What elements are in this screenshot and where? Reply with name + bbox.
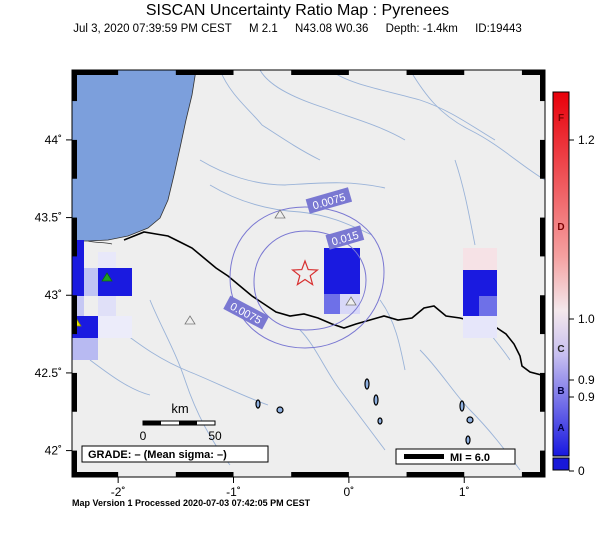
uncertainty-contours [229, 206, 385, 349]
colorbar-value: 1.0 [578, 312, 595, 326]
mi-text: MI = 6.0 [450, 452, 490, 464]
event-magnitude: M 2.1 [248, 23, 278, 35]
frame-bar [540, 295, 545, 335]
frame-bar [72, 450, 77, 477]
map-area: 0.0075 0.015 0.0075 km [72, 70, 545, 477]
grade-letter: C [557, 344, 564, 355]
scale-end: 50 [208, 429, 222, 443]
frame-bar [540, 450, 545, 477]
event-datetime: Jul 3, 2020 07:39:59 PM CEST [73, 23, 232, 35]
lon-tick-label: -2˚ [111, 485, 126, 499]
map-footer: Map Version 1 Processed 2020-07-03 07:42… [72, 498, 311, 508]
event-summary: Jul 3, 2020 07:39:59 PM CEST M 2.1 N43.0… [0, 23, 595, 35]
lat-tick-label: 43˚ [45, 288, 62, 302]
frame-bar [72, 217, 77, 257]
event-location: N43.08 W0.36 [294, 23, 369, 35]
frame-bar [540, 70, 545, 102]
station-triangle [345, 296, 357, 306]
colorbar-zero-swatch [552, 457, 570, 471]
mi-box: MI = 6.0 [395, 448, 516, 465]
event-depth: Depth: -1.4km [385, 23, 458, 35]
colorbar-gradient [552, 91, 570, 457]
stations [72, 209, 357, 327]
lat-tick-label: 43.5˚ [35, 211, 62, 225]
frame-bar [291, 472, 349, 477]
frame-ticks [66, 70, 545, 483]
epicenter-star-icon [290, 259, 320, 286]
coastline [87, 240, 113, 245]
grade-text: GRADE: – (Mean sigma: –) [88, 449, 227, 461]
colorbar: F D C B A 1.2 1.0 0.9 0.9 0 [552, 91, 595, 478]
frame-bar [406, 70, 465, 75]
rivers [89, 70, 545, 471]
frame-bar [72, 295, 77, 335]
axis-labels: -2˚ -1˚ 0˚ 1˚ 44˚ 43.5˚ 43˚ 42.5˚ 42˚ [35, 133, 470, 499]
frame-bar [72, 70, 119, 75]
frame-bar [406, 472, 465, 477]
lon-tick-label: 1˚ [459, 485, 470, 499]
frame-bar [291, 70, 349, 75]
lakes [255, 378, 474, 445]
lon-tick-label: 0˚ [344, 485, 355, 499]
station-triangle [184, 315, 196, 325]
frame-bar [72, 372, 77, 412]
scale-unit: km [171, 401, 188, 416]
ratio-cells [72, 240, 497, 360]
frame-bar [175, 472, 234, 477]
scale-start: 0 [140, 429, 147, 443]
colorbar-value: 0 [578, 464, 585, 478]
grade-box: GRADE: – (Mean sigma: –) [81, 445, 269, 463]
lat-tick-label: 44˚ [45, 133, 62, 147]
lat-tick-label: 42˚ [45, 444, 62, 458]
frame-bar [521, 472, 545, 477]
event-id: ID:19443 [475, 23, 522, 35]
grade-letter: F [558, 113, 564, 124]
frame-bar [521, 70, 545, 75]
frame-bar [540, 217, 545, 257]
frame-bar [72, 472, 119, 477]
station-triangle [274, 209, 286, 219]
frame-bar [175, 70, 234, 75]
lon-tick-label: -1˚ [226, 485, 241, 499]
colorbar-value: 0.9 [578, 390, 595, 404]
lat-tick-label: 42.5˚ [35, 366, 62, 380]
grade-letter: A [557, 423, 564, 434]
station-triangle-green [101, 272, 113, 282]
frame-bar [72, 70, 77, 102]
contour-outer [229, 206, 385, 349]
frame-bar [72, 139, 77, 179]
grade-letter: D [557, 222, 564, 233]
scale-bar: km 0 50 [140, 401, 222, 443]
frame-bar [540, 372, 545, 412]
colorbar-value: 0.9 [578, 373, 595, 387]
map-title: SISCAN Uncertainty Ratio Map : Pyrenees [145, 2, 450, 19]
grade-letter: B [557, 386, 564, 397]
sea-area [72, 70, 197, 242]
contour-inner [253, 230, 367, 331]
colorbar-value: 1.2 [578, 133, 595, 147]
frame-bar [540, 139, 545, 179]
